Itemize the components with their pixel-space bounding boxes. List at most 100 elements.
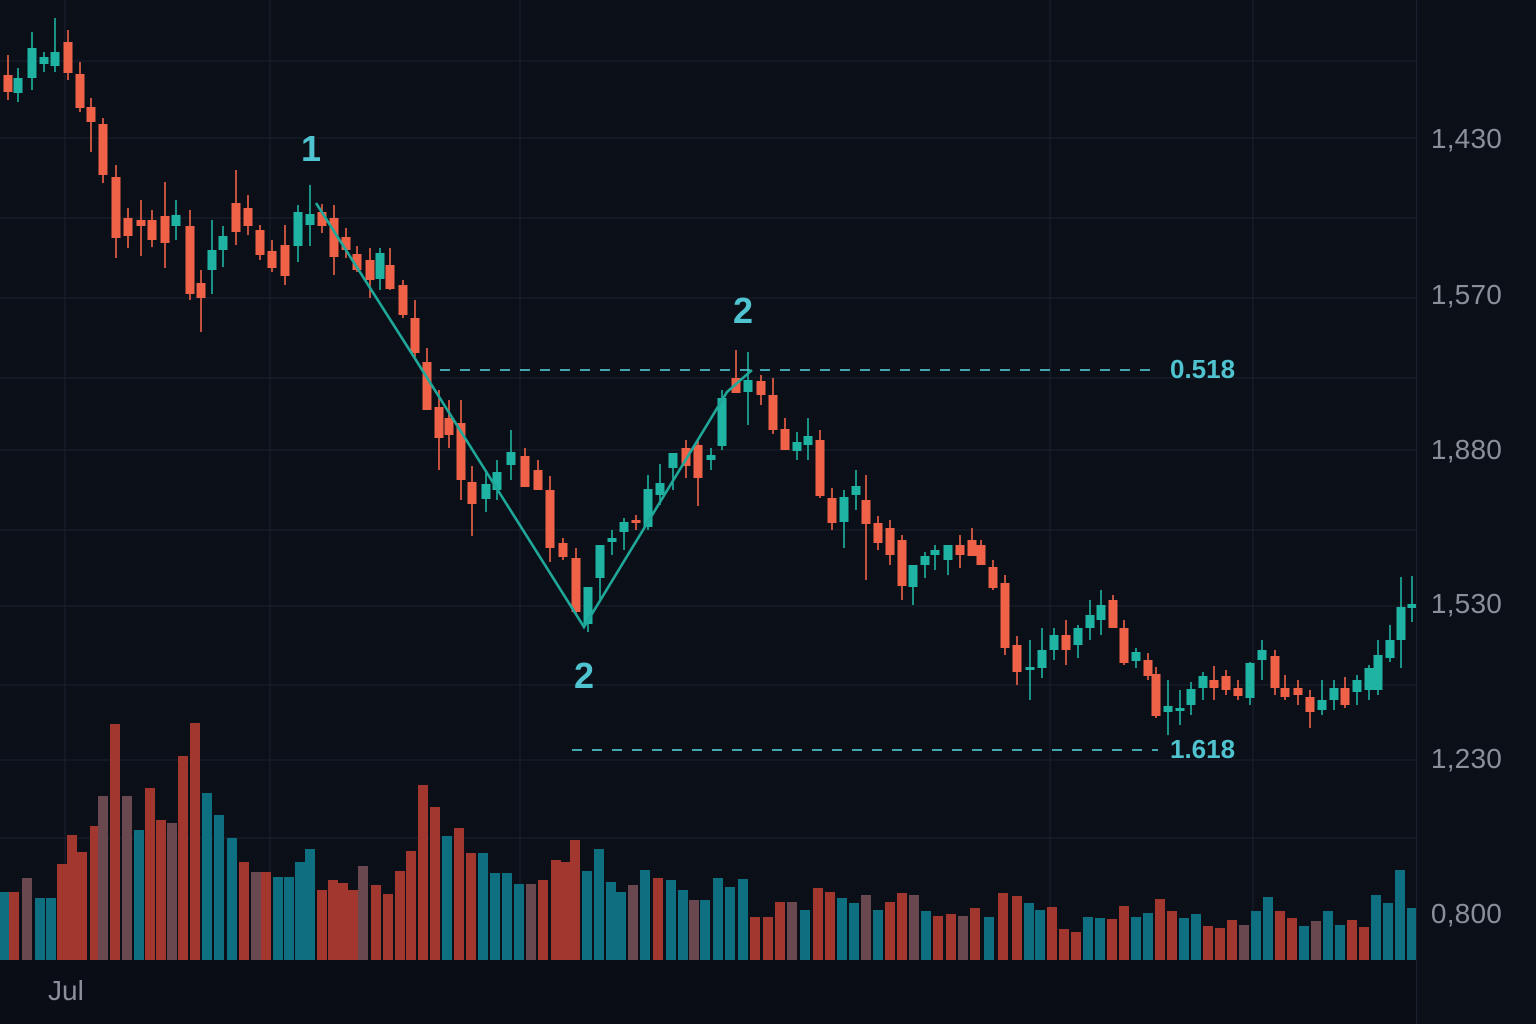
candle-up[interactable]: [1407, 576, 1417, 622]
candle-down[interactable]: [1340, 677, 1350, 708]
candle-down[interactable]: [780, 418, 790, 450]
candle-down[interactable]: [558, 538, 568, 560]
candle-up[interactable]: [839, 490, 849, 548]
candle-down[interactable]: [520, 448, 530, 487]
candle-up[interactable]: [1131, 648, 1141, 668]
candle-up[interactable]: [171, 200, 181, 240]
candle-down[interactable]: [827, 488, 837, 530]
candle-down[interactable]: [897, 535, 907, 600]
price-axis[interactable]: [1416, 0, 1536, 1024]
candle-up[interactable]: [1175, 690, 1185, 725]
candle-up[interactable]: [218, 226, 228, 267]
candle-down[interactable]: [111, 165, 121, 258]
candle-down[interactable]: [280, 225, 290, 285]
candle-down[interactable]: [444, 400, 454, 448]
candle-down[interactable]: [456, 400, 466, 500]
candle-down[interactable]: [1280, 675, 1290, 700]
wave-line[interactable]: [314, 202, 753, 630]
candle-up[interactable]: [27, 32, 37, 90]
candle-down[interactable]: [1000, 575, 1010, 655]
candle-down[interactable]: [988, 560, 998, 590]
candle-down[interactable]: [976, 540, 986, 565]
candle-up[interactable]: [1245, 662, 1255, 705]
candle-up[interactable]: [506, 430, 516, 480]
candle-up[interactable]: [1317, 680, 1327, 715]
candle-up[interactable]: [930, 545, 940, 570]
candle-up[interactable]: [803, 418, 813, 460]
candle-down[interactable]: [885, 520, 895, 565]
candle-up[interactable]: [668, 453, 678, 490]
candle-down[interactable]: [861, 475, 871, 580]
candle-down[interactable]: [422, 348, 432, 410]
candle-down[interactable]: [1305, 690, 1315, 728]
candle-up[interactable]: [1049, 628, 1059, 660]
candle-up[interactable]: [1385, 625, 1395, 662]
candle-down[interactable]: [385, 248, 395, 290]
candle-up[interactable]: [207, 220, 217, 294]
candle-down[interactable]: [196, 270, 206, 332]
candle-up[interactable]: [1096, 590, 1106, 635]
candle-down[interactable]: [243, 195, 253, 235]
candle-down[interactable]: [631, 515, 641, 530]
candle-down[interactable]: [815, 430, 825, 498]
candle-down[interactable]: [329, 205, 339, 275]
candle-down[interactable]: [768, 378, 778, 434]
candle-down[interactable]: [147, 210, 157, 247]
candle-down[interactable]: [255, 225, 265, 260]
candle-down[interactable]: [533, 460, 543, 490]
candle-up[interactable]: [1186, 682, 1196, 715]
candle-down[interactable]: [873, 516, 883, 550]
candle-up[interactable]: [1352, 675, 1362, 705]
candle-down[interactable]: [967, 528, 977, 556]
candle-down[interactable]: [1108, 595, 1118, 628]
candle-down[interactable]: [317, 204, 327, 233]
candle-up[interactable]: [920, 552, 930, 578]
candle-down[interactable]: [231, 170, 241, 245]
candle-up[interactable]: [1364, 665, 1374, 700]
candle-up[interactable]: [943, 545, 953, 575]
candle-down[interactable]: [86, 98, 96, 152]
candle-down[interactable]: [1119, 620, 1129, 665]
candle-down[interactable]: [160, 182, 170, 268]
candle-up[interactable]: [1257, 640, 1267, 680]
candle-up[interactable]: [607, 530, 617, 555]
candle-up[interactable]: [595, 545, 605, 600]
candle-up[interactable]: [1037, 628, 1047, 678]
candle-down[interactable]: [1061, 620, 1071, 665]
candle-down[interactable]: [467, 466, 477, 536]
candle-up[interactable]: [655, 464, 665, 505]
candle-down[interactable]: [756, 375, 766, 405]
candle-up[interactable]: [293, 205, 303, 262]
candle-down[interactable]: [1221, 670, 1231, 695]
candle-down[interactable]: [1143, 653, 1153, 680]
candle-down[interactable]: [3, 55, 13, 100]
candle-up[interactable]: [1198, 672, 1208, 700]
candle-down[interactable]: [98, 118, 108, 183]
candle-down[interactable]: [571, 548, 581, 615]
candle-up[interactable]: [1025, 640, 1035, 700]
candle-up[interactable]: [39, 52, 49, 72]
candle-up[interactable]: [305, 185, 315, 246]
time-axis[interactable]: [0, 960, 1416, 1024]
candle-up[interactable]: [1373, 640, 1383, 695]
candle-down[interactable]: [267, 240, 277, 272]
candle-down[interactable]: [1233, 680, 1243, 700]
candle-down[interactable]: [136, 200, 146, 256]
candle-down[interactable]: [1012, 636, 1022, 685]
candle-down[interactable]: [1270, 650, 1280, 695]
candle-down[interactable]: [75, 62, 85, 112]
candle-down[interactable]: [341, 228, 351, 258]
candle-down[interactable]: [693, 440, 703, 506]
candle-down[interactable]: [1293, 680, 1303, 705]
candle-up[interactable]: [1163, 680, 1173, 735]
candle-up[interactable]: [743, 352, 753, 425]
candle-down[interactable]: [410, 300, 420, 357]
candle-up[interactable]: [583, 587, 593, 632]
candle-down[interactable]: [123, 208, 133, 248]
candle-down[interactable]: [545, 476, 555, 562]
candle-down[interactable]: [398, 280, 408, 318]
candle-up[interactable]: [492, 460, 502, 500]
candle-down[interactable]: [955, 535, 965, 568]
